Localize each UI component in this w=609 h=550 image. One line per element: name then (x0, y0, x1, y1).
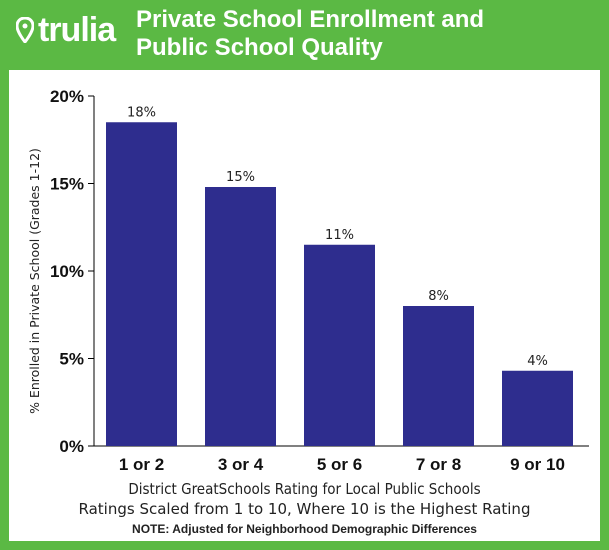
chart-panel: 0% 5% 10% 15% 20% % Enrolled in Private Schoo… (9, 70, 600, 541)
brand-name: trulia (38, 11, 116, 49)
bar (106, 122, 177, 446)
location-pin-icon (16, 17, 34, 43)
bar (205, 187, 276, 446)
footnote: NOTE: Adjusted for Neighborhood Demograp… (132, 522, 477, 536)
bar (304, 244, 375, 446)
bar-data-label: 8% (428, 289, 449, 304)
y-tick-label: 10% (50, 262, 84, 281)
x-tick-label: 1 or 2 (119, 455, 164, 474)
x-tick-label: 3 or 4 (218, 455, 264, 474)
header: trulia Private School Enrollment and Pub… (0, 0, 609, 68)
title-line-2: Public School Quality (136, 34, 383, 61)
y-tick-label: 15% (50, 175, 84, 194)
trulia-logo: trulia (16, 11, 116, 49)
bar-data-label: 15% (226, 170, 255, 185)
x-tick-label: 5 or 6 (317, 455, 362, 474)
x-axis-subtitle: Ratings Scaled from 1 to 10, Where 10 is… (78, 500, 531, 518)
bar-data-label: 18% (127, 105, 156, 120)
title-line-1: Private School Enrollment and (136, 6, 485, 33)
bar-data-label: 4% (527, 354, 548, 369)
y-tick-label: 0% (59, 437, 84, 456)
y-tick-label: 5% (59, 350, 84, 369)
x-axis-title: District GreatSchools Rating for Local P… (128, 480, 481, 498)
bar-data-label: 11% (325, 228, 354, 243)
bar (502, 370, 573, 446)
x-tick-label: 7 or 8 (416, 455, 461, 474)
x-tick-label: 9 or 10 (510, 455, 565, 474)
y-axis-title: % Enrolled in Private School (Grades 1-1… (27, 148, 42, 414)
y-tick-label: 20% (50, 87, 84, 106)
chart-title: Private School Enrollment and Public Sch… (136, 6, 596, 62)
bar-chart: 0% 5% 10% 15% 20% % Enrolled in Private Schoo… (27, 87, 589, 474)
bar (403, 306, 474, 446)
